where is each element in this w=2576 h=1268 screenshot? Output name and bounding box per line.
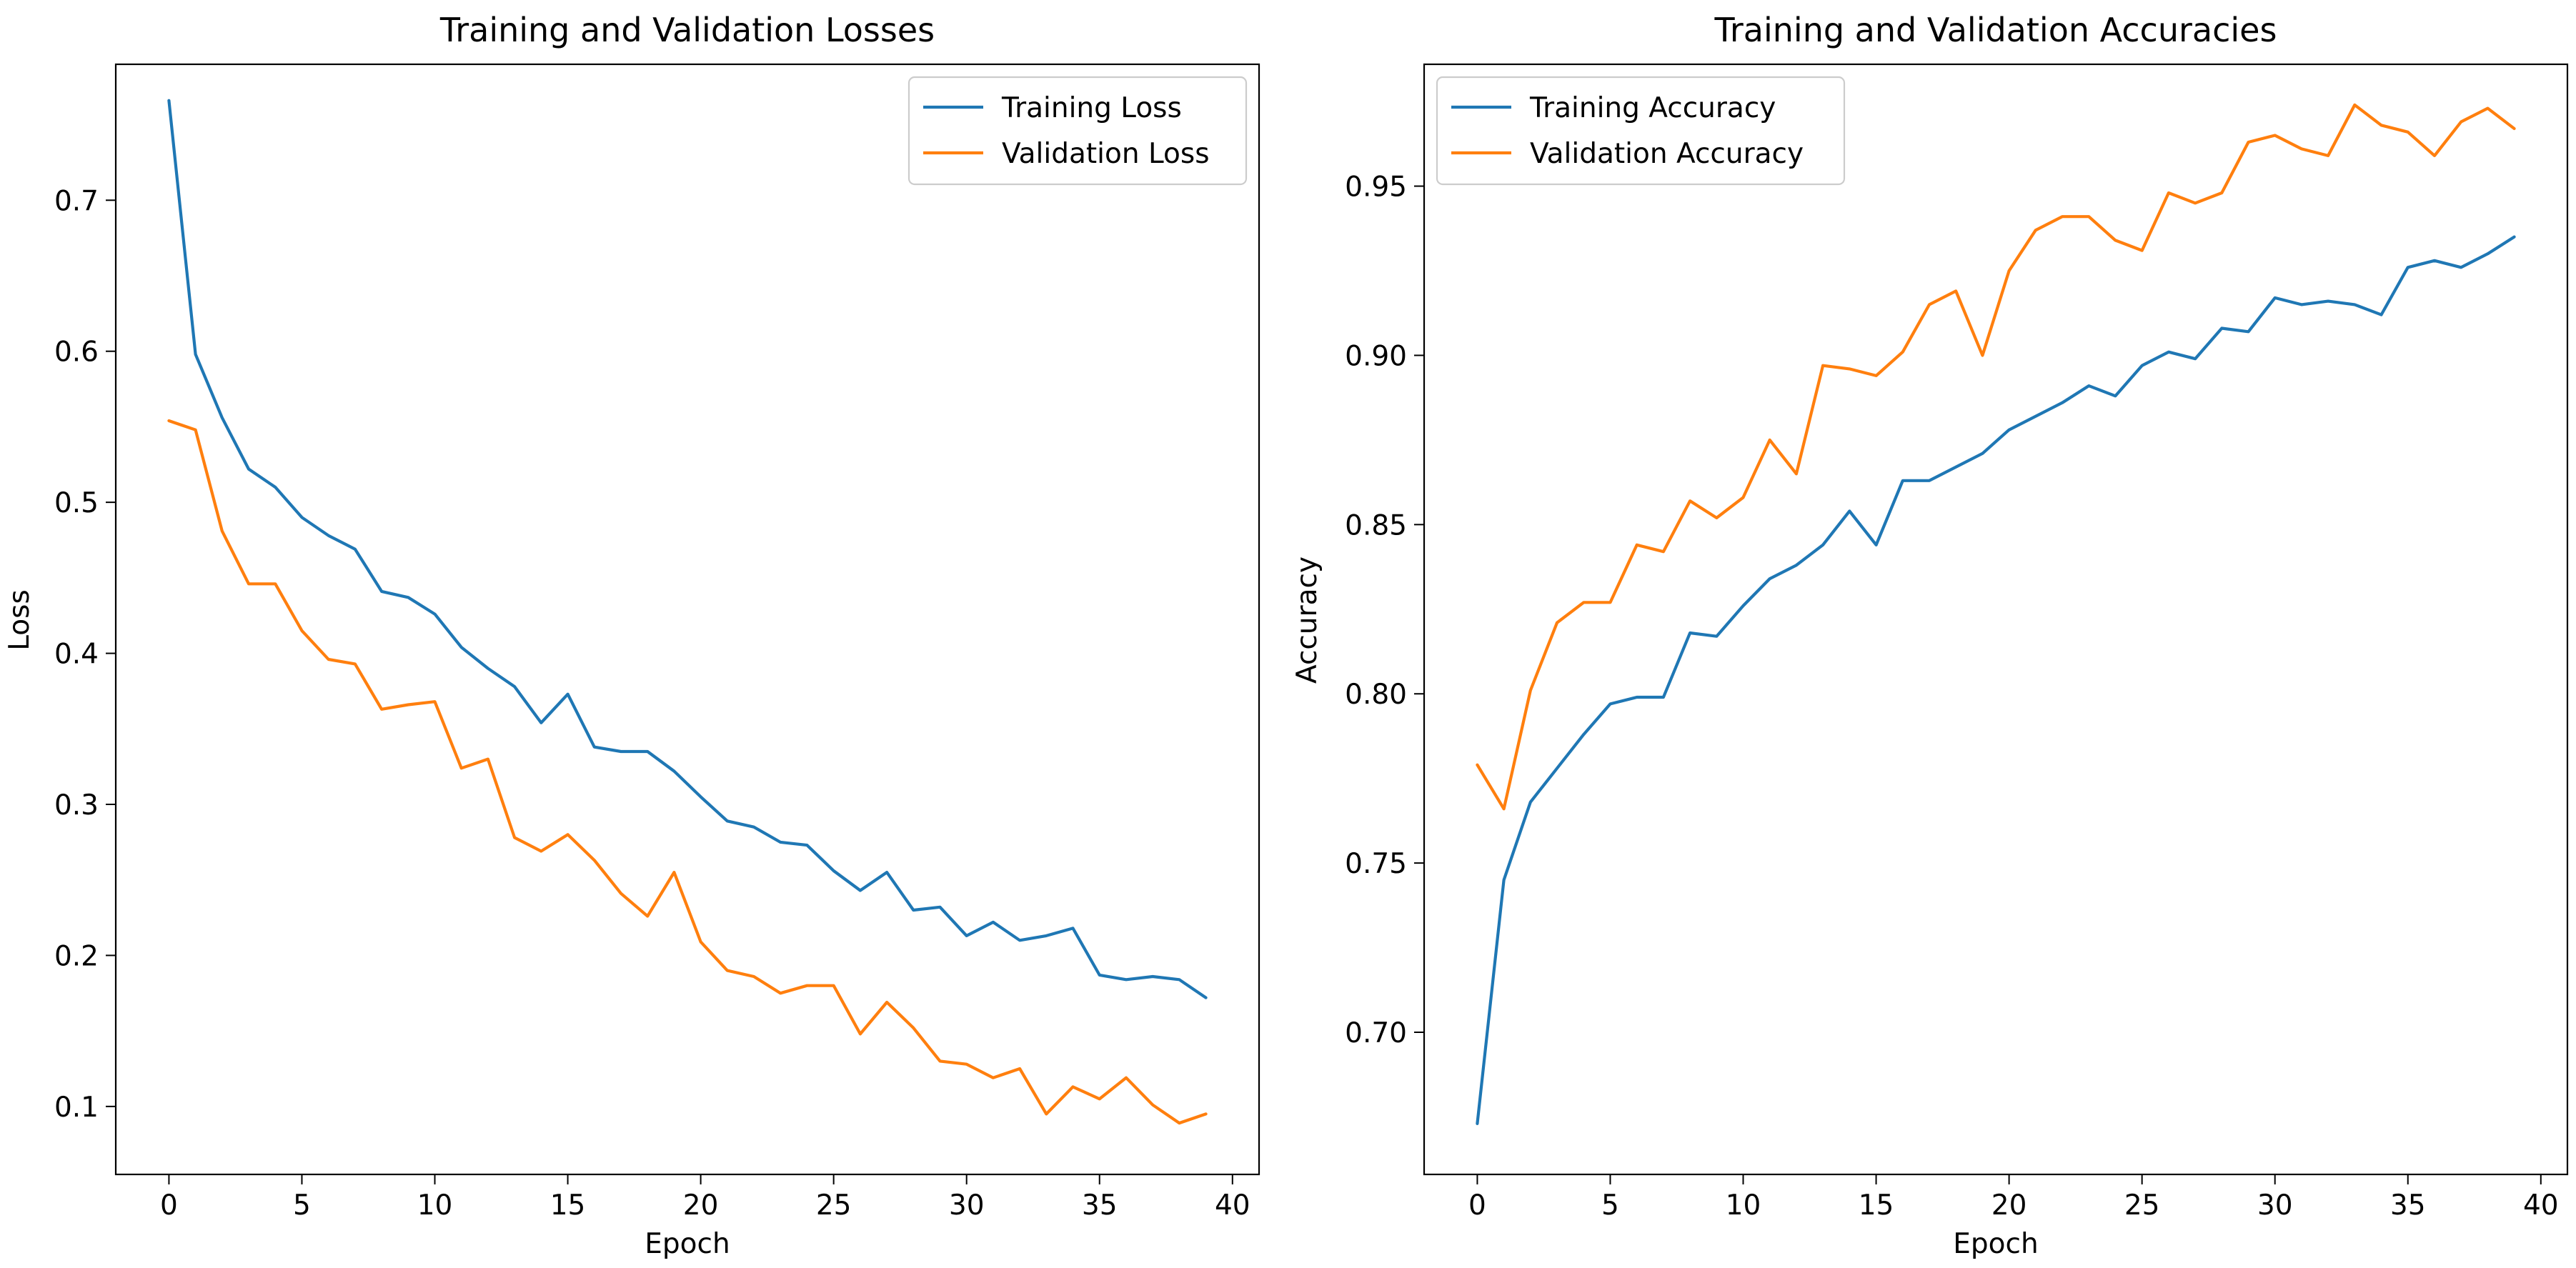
loss-xtick-label: 0 xyxy=(160,1189,178,1222)
loss-chart-legend: Training Loss Validation Loss xyxy=(907,76,1248,186)
accuracy-xtick-label: 30 xyxy=(2257,1189,2293,1222)
accuracy-xtick-label: 5 xyxy=(1601,1189,1619,1222)
loss-xtick-label: 25 xyxy=(816,1189,852,1222)
loss-chart-lines xyxy=(167,99,1208,1125)
accuracy-xtick-label: 10 xyxy=(1726,1189,1761,1222)
loss-xtick-label: 10 xyxy=(417,1189,453,1222)
loss-legend-box xyxy=(907,76,1248,186)
loss-ytick-label: 0.6 xyxy=(54,336,99,369)
accuracy-xtick-label: 40 xyxy=(2523,1189,2559,1222)
loss-ytick-label: 0.2 xyxy=(54,940,99,972)
accuracy-ytick-label: 0.80 xyxy=(1345,679,1407,711)
accuracy-ytick-label: 0.85 xyxy=(1345,509,1407,541)
loss-chart: Training and Validation Losses Epoch Los… xyxy=(4,11,1260,1260)
loss-ytick-label: 0.5 xyxy=(54,487,99,519)
loss-chart-plot-frame xyxy=(114,63,1260,1176)
loss-series-line-validation xyxy=(167,419,1208,1125)
loss-legend-label: Training Loss xyxy=(1001,92,1182,124)
accuracy-series-line-training xyxy=(1476,235,2516,1126)
accuracy-chart-lines xyxy=(1476,103,2516,1126)
accuracy-chart-title: Training and Validation Accuracies xyxy=(1714,11,2277,49)
accuracy-chart: Training and Validation Accuracies Epoch… xyxy=(1291,11,2569,1260)
accuracy-xtick-label: 15 xyxy=(1859,1189,1894,1222)
accuracy-xtick-label: 0 xyxy=(1468,1189,1486,1222)
loss-series-line-training xyxy=(167,99,1208,999)
accuracy-ytick-label: 0.75 xyxy=(1345,848,1407,880)
accuracy-ytick-label: 0.90 xyxy=(1345,340,1407,372)
accuracy-ytick-label: 0.95 xyxy=(1345,171,1407,204)
accuracy-legend-box xyxy=(1436,76,1846,186)
accuracy-chart-plot-frame xyxy=(1423,63,2569,1176)
loss-legend-label: Validation Loss xyxy=(1002,138,1210,170)
loss-xtick-label: 15 xyxy=(550,1189,586,1222)
accuracy-chart-legend: Training Accuracy Validation Accuracy xyxy=(1436,76,1846,186)
accuracy-series-line-validation xyxy=(1476,103,2516,811)
loss-chart-ticks: 0 5 10 15 20 25 30 35 40 0.1 0.2 0.3 0.4 0.5 0.6 0.7 xyxy=(54,185,1250,1222)
loss-chart-xlabel: Epoch xyxy=(645,1228,730,1260)
loss-xtick-label: 20 xyxy=(683,1189,719,1222)
accuracy-chart-xlabel: Epoch xyxy=(1953,1228,2038,1260)
loss-xtick-label: 35 xyxy=(1082,1189,1118,1222)
accuracy-xtick-label: 35 xyxy=(2390,1189,2426,1222)
accuracy-legend-label: Validation Accuracy xyxy=(1530,138,1804,170)
accuracy-ytick-label: 0.70 xyxy=(1345,1017,1407,1049)
loss-xtick-label: 30 xyxy=(949,1189,985,1222)
accuracy-chart-ylabel: Accuracy xyxy=(1291,556,1323,684)
loss-ytick-label: 0.1 xyxy=(54,1092,99,1124)
loss-ytick-label: 0.3 xyxy=(54,789,99,822)
loss-chart-ylabel: Loss xyxy=(4,589,36,651)
loss-xtick-label: 5 xyxy=(293,1189,311,1222)
loss-ytick-label: 0.7 xyxy=(54,185,99,217)
accuracy-xtick-label: 20 xyxy=(1991,1189,2027,1222)
loss-chart-title: Training and Validation Losses xyxy=(439,11,935,49)
accuracy-legend-label: Training Accuracy xyxy=(1529,92,1776,124)
loss-xtick-label: 40 xyxy=(1215,1189,1250,1222)
loss-ytick-label: 0.4 xyxy=(54,639,99,671)
accuracy-chart-ticks: 0 5 10 15 20 25 30 35 40 0.70 0.75 0.80 0.85 0.90 0.95 xyxy=(1345,171,2558,1222)
accuracy-xtick-label: 25 xyxy=(2124,1189,2160,1222)
